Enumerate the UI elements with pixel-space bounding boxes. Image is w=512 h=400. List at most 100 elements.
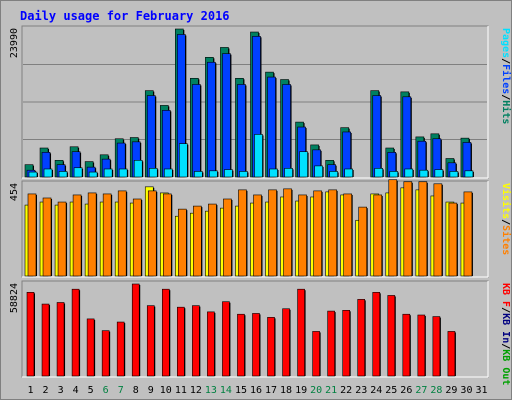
bar-kb-f — [56, 302, 65, 377]
bar-kb-f — [267, 317, 275, 377]
x-tick-label: 20 — [310, 385, 322, 396]
bar-pages — [314, 165, 323, 178]
bar-pages — [224, 169, 233, 178]
bar-pages — [389, 171, 399, 178]
bar-sites — [208, 203, 217, 277]
middle-panel: 454 Visits/Sites — [9, 179, 512, 278]
legend-item: KB Out — [500, 349, 511, 385]
bar-pages — [194, 171, 203, 178]
bar-sites — [117, 190, 127, 277]
bar-sites — [57, 201, 67, 277]
legend-item: / — [500, 307, 511, 313]
legend: KB F/KB In/KB Out — [500, 283, 511, 385]
bar-kb-f — [372, 292, 381, 377]
bar-sites — [193, 205, 202, 277]
legend-item: Hits — [500, 100, 512, 124]
bar-kb-f — [312, 331, 320, 377]
bar-pages — [148, 168, 158, 178]
x-tick-label: 12 — [190, 385, 202, 396]
bar-pages — [254, 134, 263, 178]
bar-pages — [88, 171, 98, 178]
bar-pages — [374, 168, 384, 178]
x-tick-label: 23 — [355, 385, 367, 396]
x-tick-label: 2 — [43, 385, 49, 396]
x-tick-label: 1 — [28, 385, 34, 396]
x-tick-label: 11 — [175, 385, 187, 396]
y-max-label: 58824 — [9, 283, 20, 313]
x-tick-label: 3 — [58, 385, 64, 396]
bar-pages — [58, 171, 68, 178]
bar-pages — [209, 170, 218, 178]
bar-sites — [268, 189, 277, 277]
bar-pages — [344, 168, 353, 178]
bar-files — [267, 76, 276, 178]
legend: Pages/Files/Hits — [500, 28, 512, 124]
bar-kb-f — [237, 313, 245, 377]
x-tick-label: 13 — [205, 385, 217, 396]
bar-files — [237, 84, 246, 178]
bar-sites — [223, 198, 232, 277]
bar-files — [207, 61, 216, 178]
bar-pages — [118, 168, 128, 178]
legend-item: Files — [500, 64, 512, 94]
bar-kb-f — [357, 299, 366, 377]
bar-sites — [343, 193, 352, 277]
legend-item: / — [500, 343, 511, 349]
bar-kb-f — [447, 331, 456, 377]
bar-files — [402, 96, 412, 178]
bar-pages — [269, 168, 278, 178]
x-tick-label: 24 — [370, 385, 382, 396]
x-axis-ticks: 1 2 3 4 5 6 7 8 9 10 11 12 13 14 15 16 17 18 19 20 21 22 23 24 2… — [28, 385, 488, 396]
bar-sites — [388, 179, 398, 277]
x-tick-label: 16 — [250, 385, 262, 396]
bar-kb-f — [161, 288, 170, 377]
bar-sites — [87, 192, 97, 277]
bar-pages — [419, 169, 429, 178]
bar-kb-f — [387, 295, 396, 377]
bar-kb-f — [192, 305, 200, 377]
bar-kb-f — [41, 303, 50, 377]
bar-pages — [43, 168, 53, 178]
y-max-label: 23990 — [9, 28, 20, 58]
bar-sites — [253, 194, 262, 277]
x-tick-label: 25 — [385, 385, 397, 396]
bar-files — [372, 95, 382, 178]
bar-sites — [238, 189, 247, 277]
bar-sites — [132, 198, 142, 277]
bar-kb-f — [222, 301, 230, 377]
bottom-panel: 58824 KB F/KB In/KB Out — [9, 280, 511, 385]
bar-pages — [464, 170, 474, 178]
legend-item: / — [500, 58, 511, 64]
bar-kb-f — [297, 288, 305, 377]
bar-files — [222, 53, 231, 178]
x-tick-label: 19 — [295, 385, 307, 396]
x-tick-label: 5 — [88, 385, 94, 396]
legend-item: Sites — [500, 225, 512, 255]
bar-sites — [72, 194, 82, 277]
bar-pages — [284, 168, 293, 178]
bar-kb-f — [177, 306, 185, 377]
legend-item: / — [500, 94, 511, 100]
top-panel: 23990 Pages/Files/Hits — [9, 25, 512, 179]
x-tick-label: 31 — [475, 385, 487, 396]
legend-item: / — [500, 219, 511, 225]
bar-sites — [42, 197, 52, 277]
bar-sites — [463, 191, 473, 277]
bar-sites — [102, 193, 112, 277]
bar-pages — [179, 143, 188, 178]
bar-kb-f — [71, 288, 80, 377]
bar-kb-f — [86, 318, 95, 377]
bar-kb-f — [131, 283, 140, 377]
x-tick-label: 30 — [460, 385, 472, 396]
bar-kb-f — [402, 313, 411, 377]
bar-sites — [313, 190, 322, 277]
bar-pages — [434, 169, 444, 178]
bar-pages — [449, 171, 459, 178]
bar-kb-f — [282, 308, 290, 377]
bar-sites — [373, 194, 383, 277]
x-tick-label: 27 — [415, 385, 427, 396]
legend: Visits/Sites — [500, 183, 512, 255]
bar-sites — [448, 202, 458, 277]
bar-kb-f — [26, 292, 35, 377]
